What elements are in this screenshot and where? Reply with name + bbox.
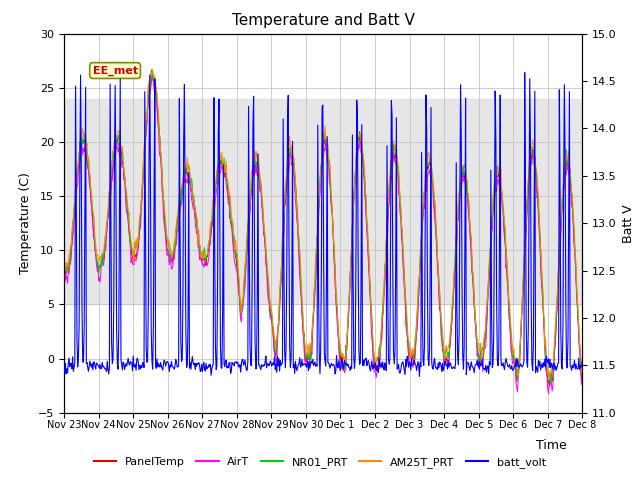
Y-axis label: Temperature (C): Temperature (C)	[19, 172, 33, 274]
Title: Temperature and Batt V: Temperature and Batt V	[232, 13, 415, 28]
Bar	[64, 98, 582, 304]
Y-axis label: Batt V: Batt V	[623, 204, 636, 242]
X-axis label: Time: Time	[536, 439, 566, 452]
Text: EE_met: EE_met	[93, 65, 138, 76]
Legend: PanelTemp, AirT, NR01_PRT, AM25T_PRT, batt_volt: PanelTemp, AirT, NR01_PRT, AM25T_PRT, ba…	[90, 452, 550, 472]
